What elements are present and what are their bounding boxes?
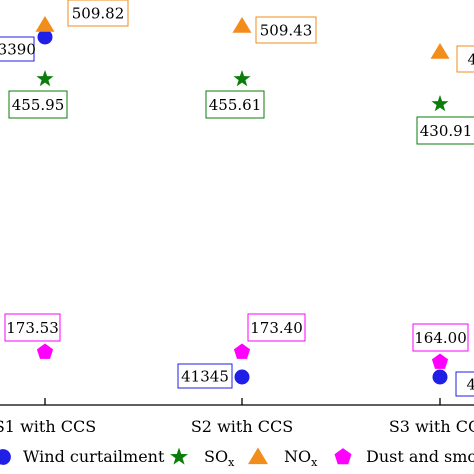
legend-label-circle: Wind curtailment [23,447,165,466]
legend-marker-star [170,447,188,465]
series-star: 455.95 455.61 430.91 [8,70,474,145]
data-label-star-2: 455.61 [209,96,262,114]
data-point-circle-2 [234,369,250,385]
data-point-triangle-3 [430,43,450,59]
data-point-star-3 [431,95,449,112]
data-label-triangle-1: 509.82 [72,5,125,23]
data-label-box-star-2 [205,90,265,119]
series-triangle: 509.82 509.43 48 [35,0,474,73]
x-tick-label-2: S2 with CCS [191,417,293,436]
x-tick-label-3: S3 with CCS [389,417,474,436]
data-label-circle-1: 43390 [0,41,36,59]
data-point-circle-3 [432,369,448,385]
series-circle: 43390 41345 41 [0,29,474,397]
data-label-box-star-3 [416,116,474,145]
data-point-circle-1 [37,29,53,45]
data-point-pentagon-3 [431,353,449,369]
data-label-box-pentagon-2 [247,313,306,342]
data-label-circle-3: 41 [466,376,474,394]
data-point-star-2 [233,70,251,87]
data-label-star-1: 455.95 [12,96,65,114]
data-label-pentagon-1: 173.53 [6,319,59,337]
data-label-triangle-2: 509.43 [260,22,313,40]
data-label-triangle-3: 48 [467,51,474,69]
legend-label-pentagon: Dust and smol [366,447,474,466]
data-label-box-circle-1 [0,36,35,62]
data-label-circle-2: 41345 [181,368,229,386]
legend-marker-pentagon [334,448,352,465]
data-label-box-circle-2 [177,363,233,389]
data-point-pentagon-2 [233,343,251,359]
data-label-pentagon-2: 173.40 [250,319,303,337]
data-point-triangle-2 [232,17,252,33]
legend: Wind curtailment SOx NOx Dust and smol [0,447,474,469]
data-point-triangle-1 [35,16,55,32]
legend-marker-triangle [248,447,268,465]
data-label-star-3: 430.91 [420,122,473,140]
x-tick-label-1: S1 with CCS [0,417,96,436]
data-point-star-1 [36,70,54,87]
data-label-box-star-1 [8,90,68,119]
series-pentagon: 173.53 173.40 164.00 [4,313,469,369]
data-label-box-triangle-2 [255,16,317,44]
data-label-box-triangle-1 [67,0,129,27]
data-label-box-circle-3 [455,371,474,397]
data-label-box-pentagon-3 [412,323,469,352]
data-point-pentagon-1 [36,343,54,359]
legend-marker-circle [0,449,11,465]
data-label-box-triangle-3 [456,45,474,73]
legend-label-triangle: NOx [284,447,318,469]
legend-label-star: SOx [204,447,235,469]
data-label-pentagon-3: 164.00 [414,329,467,347]
data-label-box-pentagon-1 [4,313,61,342]
